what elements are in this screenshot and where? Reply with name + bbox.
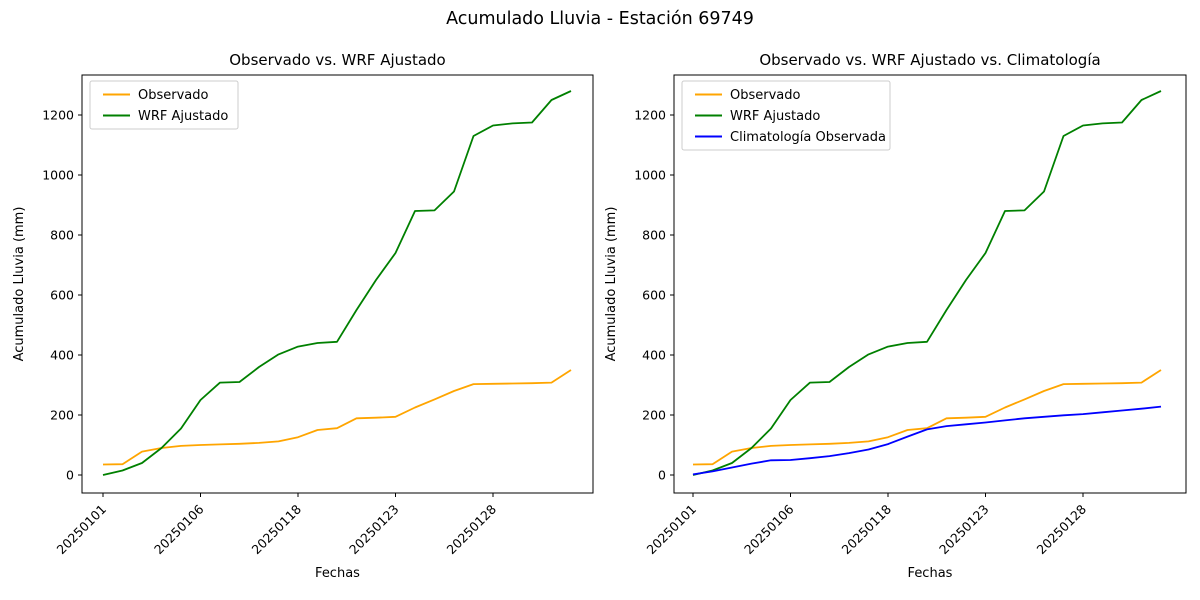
x-tick-label: 20250128 [444, 501, 500, 557]
legend: Observado WRF Ajustado Climatología Observ… [681, 80, 891, 151]
y-axis-label: Acumulado Lluvia (mm) [12, 207, 27, 362]
subplot-2: 0 200 400 600 800 1000 1200 20250101 20250106 202… [604, 51, 1187, 581]
y-tick-label: 600 [50, 288, 74, 303]
y-tick-label: 1000 [634, 168, 666, 183]
y-tick-label: 0 [66, 468, 74, 483]
plot-border [673, 74, 1187, 494]
series-line-observado [692, 369, 1162, 466]
plot-border [81, 74, 594, 494]
series-line-climatolog-a-observada [692, 405, 1162, 476]
y-tick-label: 600 [642, 288, 666, 303]
legend-box [681, 80, 891, 151]
x-tick-label: 20250118 [249, 501, 305, 557]
legend-box [89, 80, 239, 130]
x-axis-label: Fechas [908, 566, 953, 581]
y-tick-label: 200 [642, 408, 666, 423]
subplot-title: Observado vs. WRF Ajustado [229, 51, 445, 69]
x-tick-label: 20250101 [54, 502, 110, 558]
x-tick-label: 20250106 [741, 501, 797, 557]
x-tick-label: 20250128 [1034, 501, 1090, 557]
subplot-1: 0 200 400 600 800 1000 1200 20250101 20250106 202… [12, 51, 594, 581]
legend-label-wrf-ajustado: WRF Ajustado [138, 109, 228, 124]
y-axis-label: Acumulado Lluvia (mm) [604, 207, 619, 362]
legend: Observado WRF Ajustado [89, 80, 239, 130]
y-tick-label: 800 [642, 228, 666, 243]
legend-label-observado: Observado [730, 88, 801, 103]
y-tick-label: 400 [50, 348, 74, 363]
x-axis-label: Fechas [315, 566, 360, 581]
x-tick-label: 20250123 [346, 502, 402, 558]
x-tick-label: 20250118 [839, 501, 895, 557]
y-tick-label: 0 [658, 468, 666, 483]
y-tick-label: 800 [50, 228, 74, 243]
figure-title: Acumulado Lluvia - Estación 69749 [446, 9, 754, 29]
x-tick-label: 20250101 [644, 502, 700, 558]
series-line-wrf-ajustado [692, 90, 1162, 476]
y-tick-label: 400 [642, 348, 666, 363]
y-tick-label: 1000 [42, 168, 74, 183]
legend-label-wrf-ajustado: WRF Ajustado [730, 109, 820, 124]
y-tick-label: 1200 [634, 108, 666, 123]
legend-label-observado: Observado [138, 88, 209, 103]
y-tick-label: 200 [50, 408, 74, 423]
subplot-title: Observado vs. WRF Ajustado vs. Climatolo… [759, 51, 1100, 69]
series-line-wrf-ajustado [102, 90, 572, 476]
legend-label-climatolog-a-observada: Climatología Observada [730, 130, 886, 145]
y-tick-label: 1200 [42, 108, 74, 123]
x-tick-label: 20250106 [151, 501, 207, 557]
series-line-observado [102, 369, 572, 466]
x-tick-label: 20250123 [936, 502, 992, 558]
